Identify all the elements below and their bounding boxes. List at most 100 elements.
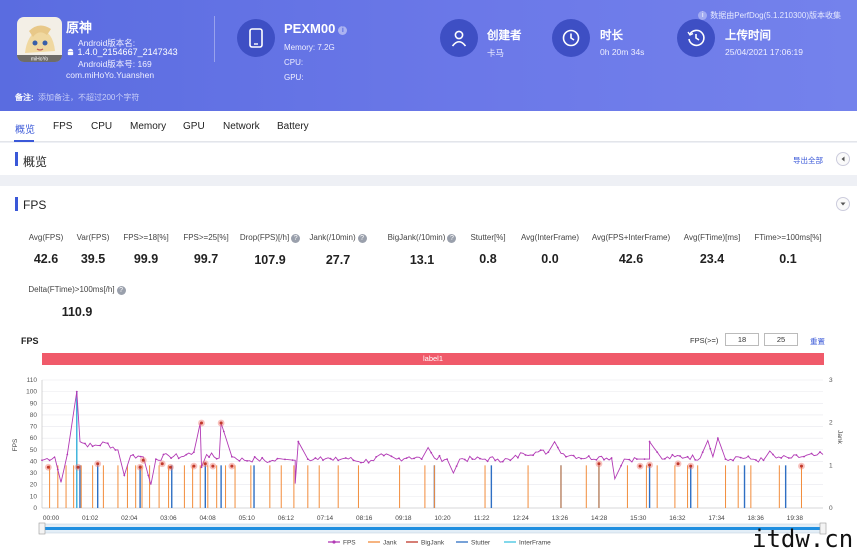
overview-title: 概览: [23, 155, 48, 169]
bigjank-marker: [199, 421, 203, 425]
help-icon[interactable]: ?: [291, 234, 301, 243]
bigjank-marker: [203, 462, 207, 466]
fps-accent: [15, 197, 18, 211]
fps-point: [177, 457, 180, 460]
version-name-text: 1.4.0_2154667_2147343: [77, 47, 178, 57]
fps-point: [193, 451, 195, 453]
tab-overview[interactable]: 概览: [15, 125, 35, 136]
device-info-icon[interactable]: i: [338, 26, 348, 35]
metric-value: 39.5: [80, 252, 106, 266]
fps-point: [494, 459, 497, 462]
bigjank-marker: [799, 464, 803, 468]
active-tab-indicator: [14, 140, 34, 142]
legend-label: FPS: [343, 540, 356, 547]
fps-point: [732, 459, 734, 462]
metric-item: Avg(FTime)[ms] 23.4: [657, 233, 767, 266]
tab-fps[interactable]: FPS: [53, 121, 73, 132]
bigjank-marker: [676, 462, 680, 466]
fps-point: [656, 451, 659, 453]
fps-point: [114, 449, 117, 451]
fps-point: [524, 454, 527, 456]
user-icon: [440, 19, 478, 57]
legend-label: BigJank: [421, 540, 445, 547]
bigjank-marker: [192, 464, 196, 468]
metric-item: FPS>=25[%] 99.7: [151, 233, 261, 266]
metric-label: FTime>=100ms[%]: [733, 233, 843, 242]
x-tick-label: 04:08: [199, 515, 216, 522]
bigjank-marker: [138, 465, 142, 469]
fps-point: [701, 451, 704, 453]
y-tick-label: 30: [30, 470, 38, 477]
y2-tick-label: 1: [829, 462, 833, 469]
fps-point: [747, 455, 750, 458]
metric-item: Delta(FTime)>100ms[/h]? 110.9: [22, 285, 132, 319]
y-tick-label: 90: [30, 400, 38, 407]
history-icon: [677, 19, 715, 57]
fps-point: [344, 457, 347, 459]
help-icon[interactable]: ?: [116, 286, 126, 295]
fps-point: [360, 461, 362, 464]
fps-point: [780, 457, 783, 459]
creator-title: 创建者: [487, 30, 522, 42]
metric-value: 27.7: [325, 253, 351, 267]
metric-label: Stutter[%]: [433, 233, 543, 242]
x-tick-label: 19:38: [787, 515, 804, 522]
bigjank-marker: [230, 464, 234, 468]
help-icon[interactable]: ?: [357, 234, 367, 243]
reset-button[interactable]: 重置: [810, 337, 825, 346]
fps-point: [91, 445, 94, 448]
fps-threshold-input-2[interactable]: 25: [764, 333, 798, 346]
collapse-fps-button[interactable]: [836, 197, 850, 211]
caret-down-icon: [840, 202, 846, 206]
fps-point: [276, 457, 279, 460]
fps-point: [438, 454, 441, 457]
metric-label: Delta(FTime)>100ms[/h]?: [22, 285, 132, 295]
android-version-label: Android版本名:: [78, 38, 136, 48]
fps-point: [139, 455, 142, 458]
y-tick-label: 40: [30, 458, 38, 465]
tab-cpu[interactable]: CPU: [91, 121, 113, 132]
fps-point: [99, 444, 102, 447]
tab-network[interactable]: Network: [223, 121, 260, 132]
x-tick-label: 12:24: [513, 515, 530, 522]
fps-point: [724, 458, 727, 460]
y-tick-label: 20: [30, 482, 38, 489]
label-bar[interactable]: label1: [42, 353, 824, 365]
metric-label-text: Jank(/10min): [309, 233, 356, 242]
fps-point: [587, 455, 590, 457]
metric-label-text: Avg(FPS+InterFrame): [591, 233, 671, 242]
tab-battery[interactable]: Battery: [277, 121, 309, 132]
help-icon[interactable]: ?: [447, 234, 457, 243]
y-tick-label: 70: [30, 424, 38, 431]
duration-value: 0h 20m 34s: [600, 47, 645, 57]
tab-memory[interactable]: Memory: [130, 121, 167, 132]
metric-item: Var(FPS) 39.5: [38, 233, 148, 266]
note-input[interactable]: 添加备注，不超过200个字符: [38, 93, 140, 102]
android-version-code: Android版本号: 169: [78, 59, 152, 69]
y-tick-label: 110: [27, 377, 38, 384]
device-cpu: CPU:: [284, 58, 304, 67]
device-name: PEXM00 i: [284, 21, 348, 36]
fps-point: [106, 442, 109, 445]
fps-point: [636, 458, 638, 460]
y2-tick-label: 0: [829, 505, 833, 512]
android-icon: [67, 48, 74, 56]
collapse-overview-button[interactable]: [836, 152, 850, 166]
metric-item: Avg(FPS) 42.6: [0, 233, 101, 266]
metric-item: Avg(FPS+InterFrame) 42.6: [576, 233, 686, 266]
creator-value: 卡马: [487, 48, 505, 58]
fps-chart[interactable]: 0 10 20 30 40 50 60 70 80 90 100 110 0 1 2 3 FPS Jank 00:0…: [0, 368, 857, 552]
fps-section-title: FPS: [23, 198, 47, 212]
fps-point: [547, 451, 550, 453]
legend-label: InterFrame: [519, 540, 551, 547]
fps-point: [517, 456, 519, 459]
x-tick-label: 14:28: [591, 515, 608, 522]
fps-point: [297, 440, 300, 443]
export-all-button[interactable]: 导出全部: [793, 156, 823, 165]
fps-point: [803, 455, 805, 458]
fps-point: [337, 459, 340, 462]
fps-threshold-input-1[interactable]: 18: [725, 333, 759, 346]
tab-gpu[interactable]: GPU: [183, 121, 205, 132]
metric-label: Avg(InterFrame): [495, 233, 605, 242]
fps-point: [170, 457, 173, 459]
